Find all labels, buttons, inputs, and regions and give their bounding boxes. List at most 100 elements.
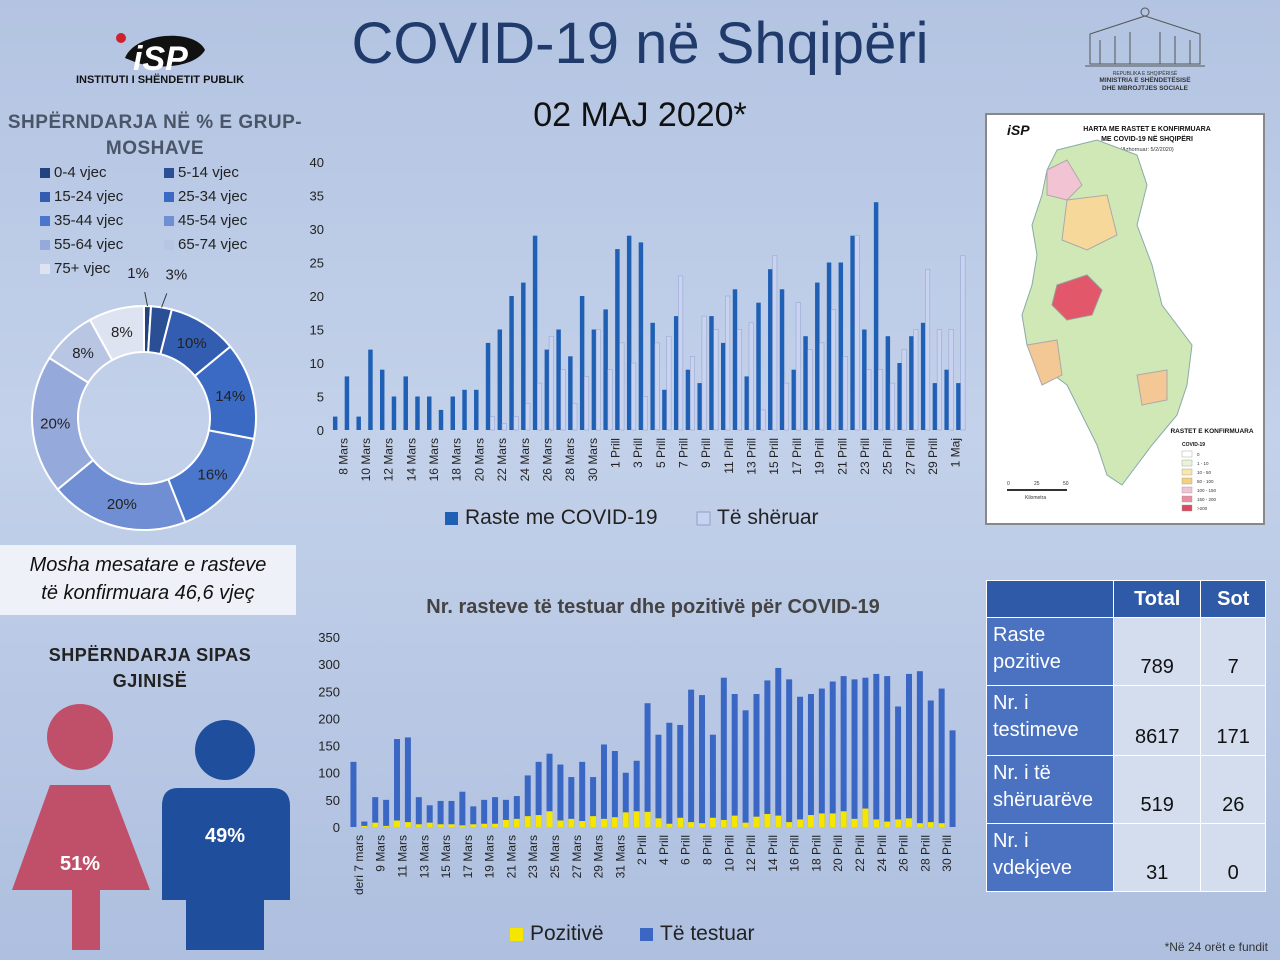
bar-tested — [644, 703, 651, 827]
bar-tested — [916, 671, 923, 827]
bar-recovered — [807, 349, 813, 431]
y-tick-label: 150 — [318, 739, 340, 754]
bar-tested — [415, 797, 422, 827]
bar-positive — [590, 816, 597, 827]
bar-positive — [546, 811, 553, 827]
x-tick-label: 8 Prill — [700, 835, 714, 865]
x-tick-label: 12 Mars — [382, 438, 396, 481]
bar-recovered — [619, 342, 625, 431]
x-tick-label: 31 Mars — [613, 835, 627, 878]
x-tick-label: 9 Mars — [374, 835, 388, 872]
recovered-today: 26 — [1200, 755, 1266, 824]
x-tick-label: 25 Prill — [881, 438, 895, 475]
bar-tested — [459, 791, 466, 827]
x-tick-label: 26 Mars — [540, 438, 554, 481]
bar-recovered — [854, 235, 860, 431]
ministry-logo: REPUBLIKA E SHQIPËRISË MINISTRIA E SHËND… — [1080, 4, 1210, 94]
bar-cases — [603, 309, 608, 430]
x-tick-label: 23 Prill — [858, 438, 872, 475]
map-scale-25: 25 — [1034, 481, 1040, 487]
bar-cases — [615, 249, 620, 430]
chart-title: Nr. rasteve të testuar dhe pozitivë për … — [426, 596, 880, 618]
donut-label: 20% — [40, 416, 70, 433]
x-tick-label: 29 Mars — [592, 835, 606, 878]
table-row: Raste pozitive 789 7 — [986, 617, 1266, 686]
y-tick-label: 350 — [318, 630, 340, 645]
map-title-2: ME COVID-19 NË SHQIPËRI — [1101, 135, 1193, 143]
bar-recovered — [842, 356, 848, 431]
bar-tested — [383, 799, 390, 827]
bar-recovered — [548, 335, 554, 431]
region-highlight-low-1 — [1061, 194, 1118, 251]
bar-cases — [944, 369, 949, 430]
avg-age-line-1: Mosha mesatare e rasteve — [29, 554, 267, 576]
bar-cases — [638, 242, 644, 430]
bar-positive — [840, 811, 847, 827]
x-tick-label: 8 Mars — [336, 438, 350, 475]
x-tick-label: 9 Prill — [699, 438, 713, 468]
legend-label: 75+ vjec — [54, 260, 111, 277]
report-date: 02 MAJ 2020* — [533, 96, 747, 134]
bar-tested — [895, 706, 902, 827]
map-legend-title: RASTET E KONFIRMUARA — [1170, 428, 1253, 435]
map-title-1: HARTA ME RASTET E KONFIRMUARA — [1083, 126, 1211, 133]
bar-recovered — [725, 295, 731, 431]
male-head — [195, 720, 255, 780]
avg-age-box: Mosha mesatare e rasteve të konfirmuara … — [0, 545, 296, 615]
legend-swatch — [164, 240, 174, 251]
map-updated: (Azhornuar: 5/2/2020) — [1120, 147, 1174, 153]
bar-tested — [938, 688, 945, 827]
stats-table: Total Sot Raste pozitive 789 7 Nr. i testi… — [986, 580, 1266, 892]
x-tick-label: 2 Prill — [635, 835, 649, 865]
bar-positive — [797, 819, 804, 827]
map-scale-unit: Kilometra — [1025, 495, 1046, 501]
bar-recovered — [713, 329, 719, 431]
female-body — [12, 785, 150, 950]
x-tick-label: 20 Prill — [831, 835, 845, 872]
bar-positive — [633, 811, 640, 827]
bar-cases — [956, 383, 961, 430]
female-percent: 51% — [60, 853, 100, 875]
bar-cases — [862, 329, 867, 430]
age-legend-item: 15-24 vjec — [40, 188, 164, 212]
bar-positive — [513, 818, 520, 827]
legend-swatch — [164, 192, 174, 203]
bar-tested — [655, 734, 662, 827]
x-tick-label: 24 Prill — [875, 835, 889, 872]
bar-cases — [556, 329, 561, 430]
x-tick-label: 15 Prill — [767, 438, 781, 475]
legend-label: Raste me COVID-19 — [465, 506, 658, 529]
ministry-line-2: MINISTRIA E SHËNDETËSISË — [1099, 76, 1191, 84]
bar-tested — [818, 688, 825, 827]
bar-recovered — [631, 362, 637, 431]
gender-title-line-1: SHPËRNDARJA SIPAS — [48, 645, 252, 665]
bar-positive — [938, 823, 945, 827]
bar-positive — [611, 817, 618, 827]
bar-positive — [720, 819, 727, 827]
bar-tested — [775, 667, 782, 827]
legend-label: 45-54 vjec — [178, 212, 248, 229]
bar-positive — [829, 813, 836, 827]
stats-header-today: Sot — [1200, 580, 1266, 618]
bar-cases — [909, 336, 914, 430]
bar-tested — [492, 797, 499, 827]
legend-swatch — [640, 928, 653, 941]
age-section-title: SHPËRNDARJA NË % E GRUP-MOSHAVE — [7, 112, 303, 159]
bar-positive — [699, 823, 706, 827]
map-legend: 0 1 - 10 10 - 50 50 - 100 100 - 150 150 - 200… — [1181, 450, 1217, 512]
bar-recovered — [960, 255, 966, 431]
legend-swatch — [40, 240, 50, 251]
y-tick-label: 5 — [317, 390, 324, 405]
bar-tested — [513, 796, 520, 827]
recovered-total: 519 — [1112, 755, 1202, 824]
age-legend-item: 75+ vjec — [40, 260, 164, 284]
bar-cases — [379, 369, 385, 430]
bar-cases — [462, 389, 467, 430]
age-donut-chart: 1% 3% 10% 14% 16% 20% 20% 8% 8% — [31, 265, 257, 531]
map-legend-label: >200 — [1197, 506, 1208, 511]
stats-header-total: Total — [1112, 580, 1202, 618]
bar-tested — [426, 805, 433, 827]
map-legend-label: 1 - 10 — [1197, 461, 1209, 466]
bar-positive — [873, 819, 880, 827]
bar-cases — [697, 383, 702, 430]
